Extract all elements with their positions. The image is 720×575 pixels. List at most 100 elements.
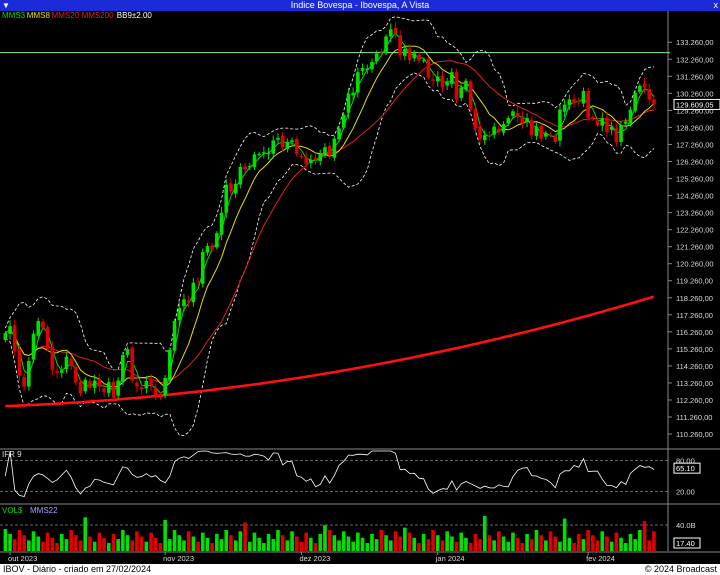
ifr-value-box	[673, 462, 701, 474]
candle-body	[548, 134, 553, 136]
candle-body	[544, 133, 548, 137]
volume-bar	[163, 519, 167, 551]
volume-bar	[219, 539, 224, 551]
volume-bar	[482, 516, 487, 551]
volume-bar	[149, 532, 153, 551]
candle-body	[45, 327, 50, 350]
volume-bar	[440, 540, 445, 551]
volume-bar	[205, 537, 210, 551]
volume-value-label: 17.40	[676, 539, 695, 548]
volume-bar	[41, 541, 45, 551]
candle-body	[111, 381, 116, 398]
volume-bar	[252, 532, 257, 551]
candle-body	[473, 109, 478, 129]
candle-body	[17, 348, 22, 376]
candle-body	[384, 36, 388, 54]
candle-body	[12, 325, 17, 351]
volume-bar	[243, 522, 247, 551]
legend-entry: MMS20	[52, 11, 80, 20]
ibovespa-chart: 133.260,00 132.260,00 131.260,00 130.260,00…	[0, 11, 720, 563]
candle-body	[41, 321, 45, 328]
volume-bar	[36, 536, 41, 551]
candle-body	[619, 125, 623, 143]
volume-bar	[628, 533, 633, 551]
volume-bar	[501, 536, 506, 551]
candle-body	[299, 156, 304, 158]
volume-bar	[139, 536, 144, 551]
volume-bar	[558, 541, 562, 551]
y-tick-label: 129.260,00	[676, 106, 714, 115]
volume-bar	[421, 533, 426, 551]
x-tick-label: jan 2024	[435, 554, 465, 563]
volume-bar	[45, 532, 50, 551]
last-price-box	[673, 98, 720, 110]
candle-body	[365, 68, 370, 71]
volume-bar	[196, 541, 200, 551]
candle-body	[247, 165, 252, 168]
candle-body	[266, 153, 271, 155]
y-tick-label: 127.260,00	[676, 140, 714, 149]
x-tick-label: dez 2023	[299, 554, 330, 563]
volume-bar	[74, 535, 78, 551]
candle-body	[144, 380, 149, 389]
candle-body	[215, 233, 219, 248]
y-tick-label: 121.260,00	[676, 243, 714, 252]
volume-bar	[285, 540, 290, 551]
candle-body	[379, 51, 384, 53]
volume-bar	[215, 533, 219, 551]
volume-bar	[647, 540, 652, 551]
volume-bar	[567, 537, 572, 551]
candle-body	[219, 212, 224, 235]
candle-body	[647, 88, 652, 100]
candle-body	[78, 381, 83, 394]
volume-bar	[31, 531, 36, 551]
candle-body	[163, 378, 167, 396]
candle-body	[398, 35, 402, 56]
candle-body	[435, 76, 440, 82]
candle-body	[576, 100, 581, 103]
volume-bar	[356, 532, 360, 551]
candle-body	[271, 140, 276, 154]
candle-body	[468, 81, 473, 110]
volume-bar	[59, 533, 64, 551]
volume-bar	[229, 535, 233, 551]
volume-bar	[106, 543, 111, 551]
legend-entry: MMS8	[27, 11, 51, 20]
candle-body	[638, 85, 642, 92]
candle-body	[600, 118, 605, 126]
candle-body	[36, 320, 41, 336]
volume-bar	[595, 540, 600, 551]
candle-body	[356, 72, 360, 93]
candle-body	[280, 135, 285, 148]
candle-body	[497, 128, 501, 132]
candle-body	[440, 75, 445, 88]
volume-bar	[78, 540, 83, 551]
y-tick-label: 120.260,00	[676, 260, 714, 269]
volume-bar	[309, 537, 313, 551]
candle-body	[525, 118, 529, 122]
candle-body	[205, 245, 210, 253]
candle-body	[534, 126, 539, 136]
legend-entry: MMS200	[82, 11, 115, 20]
volume-bar	[412, 537, 417, 551]
candle-body	[88, 381, 92, 388]
candle-body	[421, 60, 426, 62]
ifr-label: IFR 9	[2, 450, 22, 459]
y-tick-label: 123.260,00	[676, 209, 714, 218]
volume-bar	[605, 536, 609, 551]
window-titlebar: ▼ Indice Bovespa - Ibovespa, A Vista x	[0, 0, 720, 11]
candle-body	[346, 94, 351, 113]
candle-body	[55, 370, 59, 373]
dropdown-arrow-icon[interactable]: ▼	[2, 1, 10, 10]
candle-body	[633, 92, 637, 111]
candle-body	[233, 183, 238, 194]
close-button[interactable]: x	[713, 0, 719, 10]
volume-bar	[652, 531, 656, 551]
volume-bar	[55, 543, 59, 551]
candle-body	[454, 72, 459, 100]
candle-body	[562, 104, 567, 112]
volume-bar	[403, 527, 407, 551]
candle-body	[370, 61, 374, 70]
volume-bar	[3, 529, 8, 551]
volume-bar	[398, 536, 402, 551]
